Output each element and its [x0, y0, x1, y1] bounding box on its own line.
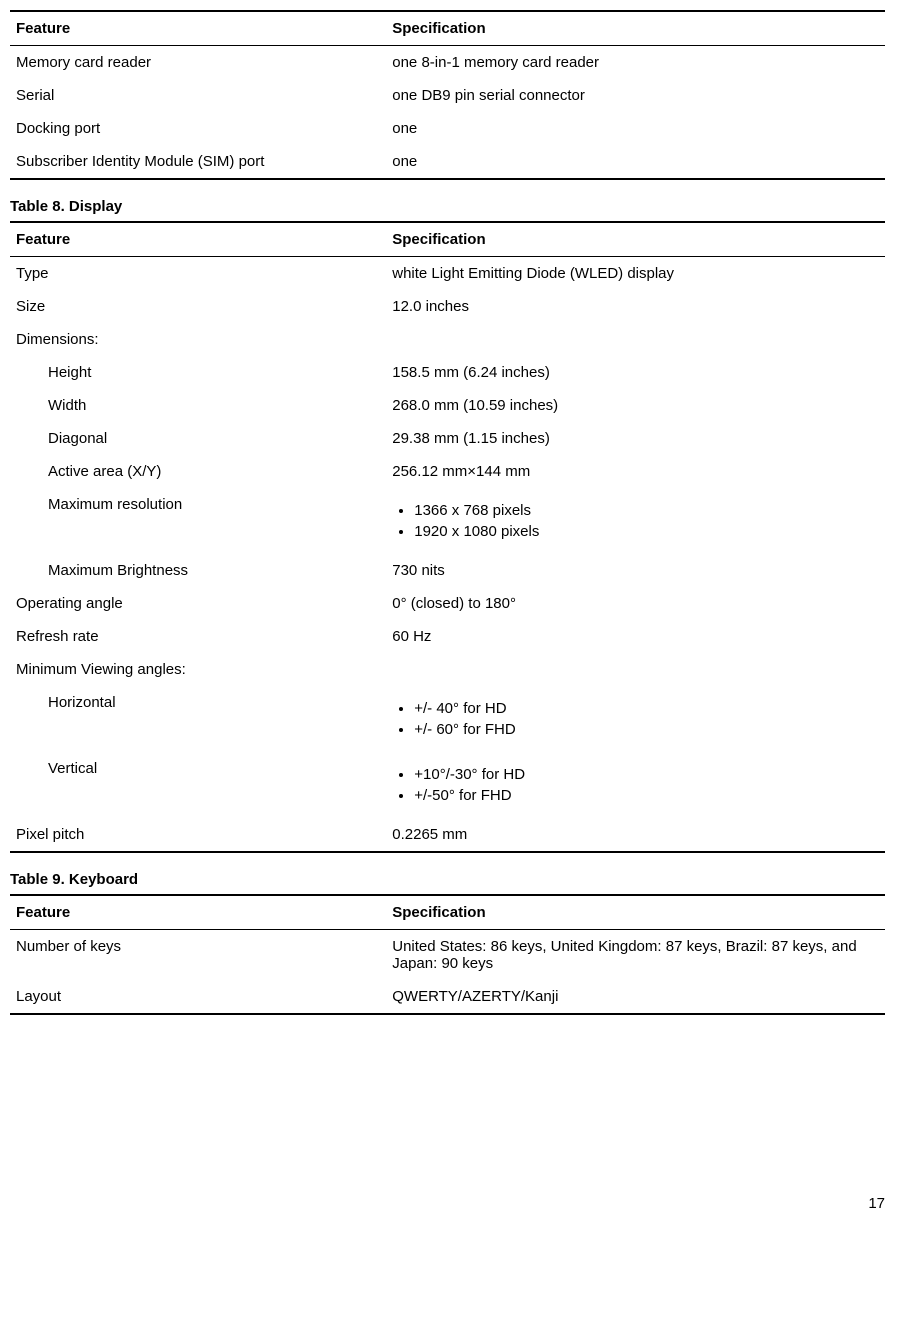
cell-feature: Docking port [10, 112, 386, 145]
header-feature: Feature [10, 895, 386, 930]
list-item: +/- 60° for FHD [414, 719, 879, 740]
cell-feature: Type [10, 257, 386, 291]
cell-spec: 1366 x 768 pixels 1920 x 1080 pixels [386, 488, 885, 554]
header-spec: Specification [386, 895, 885, 930]
resolution-list: 1366 x 768 pixels 1920 x 1080 pixels [392, 500, 879, 542]
cell-feature: Maximum resolution [10, 488, 386, 554]
table-row: Active area (X/Y) 256.12 mm×144 mm [10, 455, 885, 488]
table-caption-display: Table 8. Display [10, 198, 885, 215]
list-item: +/-50° for FHD [414, 785, 879, 806]
keyboard-table: Feature Specification Number of keys Uni… [10, 894, 885, 1015]
table-row: Minimum Viewing angles: [10, 653, 885, 686]
cell-feature: Active area (X/Y) [10, 455, 386, 488]
cell-spec: 158.5 mm (6.24 inches) [386, 356, 885, 389]
table-row: Number of keys United States: 86 keys, U… [10, 930, 885, 981]
vertical-angle-list: +10°/-30° for HD +/-50° for FHD [392, 764, 879, 806]
cell-spec: white Light Emitting Diode (WLED) displa… [386, 257, 885, 291]
cell-feature: Height [10, 356, 386, 389]
cell-spec: 60 Hz [386, 620, 885, 653]
cell-spec: 268.0 mm (10.59 inches) [386, 389, 885, 422]
table-row: Size 12.0 inches [10, 290, 885, 323]
header-feature: Feature [10, 222, 386, 257]
cell-spec: one 8-in-1 memory card reader [386, 46, 885, 80]
cell-feature: Memory card reader [10, 46, 386, 80]
table-row: Height 158.5 mm (6.24 inches) [10, 356, 885, 389]
cell-feature: Horizontal [10, 686, 386, 752]
table-row: Layout QWERTY/AZERTY/Kanji [10, 980, 885, 1014]
table-caption-keyboard: Table 9. Keyboard [10, 871, 885, 888]
cell-spec: one [386, 112, 885, 145]
table-row: Type white Light Emitting Diode (WLED) d… [10, 257, 885, 291]
cell-feature: Refresh rate [10, 620, 386, 653]
cell-feature: Maximum Brightness [10, 554, 386, 587]
table-row: Memory card reader one 8-in-1 memory car… [10, 46, 885, 80]
cell-spec: United States: 86 keys, United Kingdom: … [386, 930, 885, 981]
cell-spec: 730 nits [386, 554, 885, 587]
table-row: Width 268.0 mm (10.59 inches) [10, 389, 885, 422]
cell-feature: Vertical [10, 752, 386, 818]
header-spec: Specification [386, 222, 885, 257]
table-row: Docking port one [10, 112, 885, 145]
list-item: +/- 40° for HD [414, 698, 879, 719]
list-item: +10°/-30° for HD [414, 764, 879, 785]
header-spec: Specification [386, 11, 885, 46]
cell-feature: Size [10, 290, 386, 323]
table-row: Serial one DB9 pin serial connector [10, 79, 885, 112]
table-row: Operating angle 0° (closed) to 180° [10, 587, 885, 620]
cell-spec: QWERTY/AZERTY/Kanji [386, 980, 885, 1014]
table-row: Pixel pitch 0.2265 mm [10, 818, 885, 852]
cell-spec [386, 653, 885, 686]
ports-table: Feature Specification Memory card reader… [10, 10, 885, 180]
header-feature: Feature [10, 11, 386, 46]
cell-spec: 0° (closed) to 180° [386, 587, 885, 620]
horizontal-angle-list: +/- 40° for HD +/- 60° for FHD [392, 698, 879, 740]
cell-spec: +10°/-30° for HD +/-50° for FHD [386, 752, 885, 818]
table-row: Diagonal 29.38 mm (1.15 inches) [10, 422, 885, 455]
cell-feature: Operating angle [10, 587, 386, 620]
table-row: Maximum Brightness 730 nits [10, 554, 885, 587]
cell-spec: 256.12 mm×144 mm [386, 455, 885, 488]
cell-feature: Diagonal [10, 422, 386, 455]
table-row: Maximum resolution 1366 x 768 pixels 192… [10, 488, 885, 554]
list-item: 1366 x 768 pixels [414, 500, 879, 521]
cell-spec: +/- 40° for HD +/- 60° for FHD [386, 686, 885, 752]
cell-spec: 0.2265 mm [386, 818, 885, 852]
cell-feature: Serial [10, 79, 386, 112]
table-row: Subscriber Identity Module (SIM) port on… [10, 145, 885, 179]
cell-feature: Minimum Viewing angles: [10, 653, 386, 686]
cell-feature: Subscriber Identity Module (SIM) port [10, 145, 386, 179]
table-row: Vertical +10°/-30° for HD +/-50° for FHD [10, 752, 885, 818]
cell-feature: Number of keys [10, 930, 386, 981]
cell-feature: Pixel pitch [10, 818, 386, 852]
cell-feature: Dimensions: [10, 323, 386, 356]
display-table: Feature Specification Type white Light E… [10, 221, 885, 853]
table-row: Refresh rate 60 Hz [10, 620, 885, 653]
cell-spec: 12.0 inches [386, 290, 885, 323]
cell-spec [386, 323, 885, 356]
table-row: Dimensions: [10, 323, 885, 356]
table-row: Horizontal +/- 40° for HD +/- 60° for FH… [10, 686, 885, 752]
cell-feature: Layout [10, 980, 386, 1014]
cell-spec: 29.38 mm (1.15 inches) [386, 422, 885, 455]
cell-feature: Width [10, 389, 386, 422]
list-item: 1920 x 1080 pixels [414, 521, 879, 542]
cell-spec: one [386, 145, 885, 179]
page-number: 17 [10, 1195, 885, 1212]
cell-spec: one DB9 pin serial connector [386, 79, 885, 112]
